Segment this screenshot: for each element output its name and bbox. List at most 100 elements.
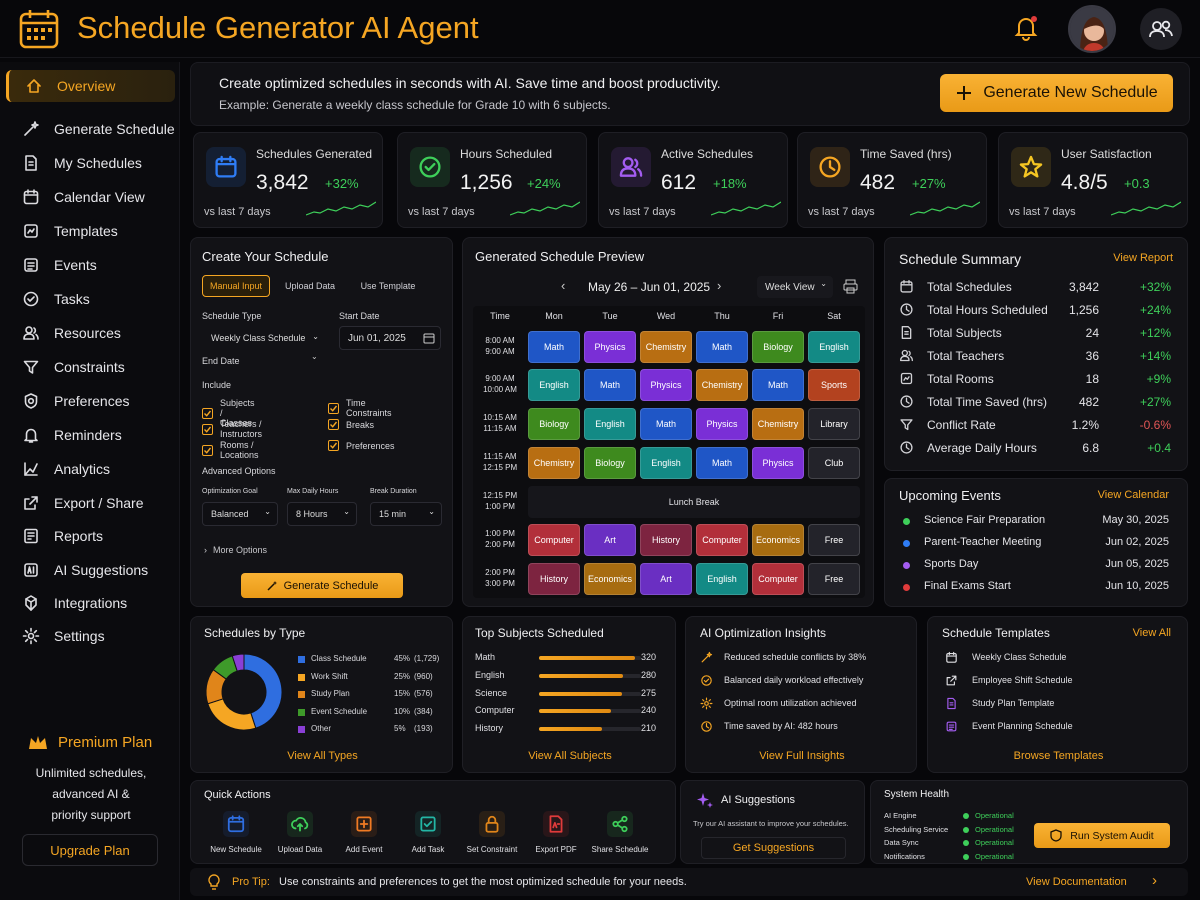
event-name[interactable]: Parent-Teacher Meeting xyxy=(924,536,1042,548)
schedule-cell[interactable]: Physics xyxy=(752,447,804,479)
view-full-insights-link[interactable]: View Full Insights xyxy=(759,750,845,762)
schedule-cell[interactable]: English xyxy=(584,408,636,440)
week-view-select[interactable]: Week View ⌄ xyxy=(757,276,833,298)
schedule-cell[interactable]: Chemistry xyxy=(640,331,692,363)
schedule-type-select[interactable]: Weekly Class Schedule ⌄ xyxy=(202,326,324,350)
sidebar-item-events[interactable]: Events xyxy=(6,249,175,281)
tab-manual-input[interactable]: Manual Input xyxy=(202,275,270,297)
run-system-audit-button[interactable]: Run System Audit xyxy=(1034,823,1170,848)
include-checkbox[interactable]: Preferences xyxy=(328,440,395,451)
schedule-cell[interactable]: History xyxy=(640,524,692,556)
template-item[interactable]: Employee Shift Schedule xyxy=(972,675,1073,685)
schedule-cell[interactable]: Physics xyxy=(640,369,692,401)
upgrade-plan-button[interactable]: Upgrade Plan xyxy=(22,834,158,866)
schedule-cell[interactable]: Chemistry xyxy=(528,447,580,479)
sidebar-item-reports[interactable]: Reports xyxy=(6,520,175,552)
schedule-cell[interactable]: Club xyxy=(808,447,860,479)
sidebar-item-ai-suggestions[interactable]: AI Suggestions xyxy=(6,554,175,586)
view-all-types-link[interactable]: View All Types xyxy=(287,750,358,762)
schedule-cell[interactable]: Math xyxy=(584,369,636,401)
schedule-cell[interactable]: Math xyxy=(528,331,580,363)
next-week-chevron-icon[interactable]: › xyxy=(717,278,722,293)
sidebar-item-settings[interactable]: Settings xyxy=(6,620,175,652)
template-item[interactable]: Event Planning Schedule xyxy=(972,721,1073,731)
include-checkbox[interactable]: Subjects / Classes xyxy=(202,398,255,428)
schedule-cell[interactable]: Computer xyxy=(696,524,748,556)
tab-upload-data[interactable]: Upload Data xyxy=(284,281,336,291)
generate-schedule-button[interactable]: Generate Schedule xyxy=(241,573,403,598)
quick-action-add-event[interactable]: Add Event xyxy=(331,811,397,854)
sidebar-item-export-share[interactable]: Export / Share xyxy=(6,487,175,519)
sidebar-item-generate-schedule[interactable]: Generate Schedule xyxy=(6,113,175,145)
schedule-cell[interactable]: Library xyxy=(808,408,860,440)
schedule-cell[interactable]: English xyxy=(696,563,748,595)
sidebar-item-calendar-view[interactable]: Calendar View xyxy=(6,181,175,213)
schedule-cell[interactable]: Art xyxy=(640,563,692,595)
schedule-cell[interactable]: Math xyxy=(696,447,748,479)
sidebar-item-templates[interactable]: Templates xyxy=(6,215,175,247)
notification-bell-icon[interactable] xyxy=(1012,14,1040,42)
include-checkbox[interactable]: Breaks xyxy=(328,419,374,430)
sidebar-item-analytics[interactable]: Analytics xyxy=(6,453,175,485)
include-checkbox[interactable]: Time Constraints xyxy=(328,398,392,418)
template-item[interactable]: Study Plan Template xyxy=(972,698,1055,708)
schedule-cell[interactable]: Free xyxy=(808,524,860,556)
sidebar-item-resources[interactable]: Resources xyxy=(6,317,175,349)
schedule-cell[interactable]: Sports xyxy=(808,369,860,401)
schedule-cell[interactable]: History xyxy=(528,563,580,595)
quick-action-export-pdf[interactable]: Export PDF xyxy=(523,811,589,854)
sidebar-item-my-schedules[interactable]: My Schedules xyxy=(6,147,175,179)
tab-use-template[interactable]: Use Template xyxy=(360,281,416,291)
sidebar-item-integrations[interactable]: Integrations xyxy=(6,587,175,619)
sidebar-item-reminders[interactable]: Reminders xyxy=(6,419,175,451)
view-report-link[interactable]: View Report xyxy=(1113,252,1173,264)
schedule-cell[interactable]: English xyxy=(528,369,580,401)
schedule-cell[interactable]: Math xyxy=(640,408,692,440)
include-checkbox[interactable]: Rooms / Locations xyxy=(202,440,259,460)
event-name[interactable]: Science Fair Preparation xyxy=(924,514,1046,526)
sidebar-item-constraints[interactable]: Constraints xyxy=(6,351,175,383)
sidebar-item-preferences[interactable]: Preferences xyxy=(6,385,175,417)
schedule-cell[interactable]: English xyxy=(640,447,692,479)
more-options-toggle[interactable]: › More Options xyxy=(204,545,267,555)
quick-action-new-schedule[interactable]: New Schedule xyxy=(203,811,269,854)
view-calendar-link[interactable]: View Calendar xyxy=(1097,489,1169,501)
prev-week-chevron-icon[interactable]: ‹ xyxy=(561,278,566,293)
browse-templates-link[interactable]: Browse Templates xyxy=(1013,750,1104,762)
schedule-cell[interactable]: Free xyxy=(808,563,860,595)
team-button[interactable] xyxy=(1140,8,1182,50)
event-name[interactable]: Final Exams Start xyxy=(924,580,1011,592)
schedule-cell[interactable]: Biology xyxy=(584,447,636,479)
view-all-templates-link[interactable]: View All xyxy=(1132,627,1171,639)
user-avatar[interactable] xyxy=(1068,5,1116,53)
event-name[interactable]: Sports Day xyxy=(924,558,979,570)
schedule-cell[interactable]: English xyxy=(808,331,860,363)
schedule-cell[interactable]: Chemistry xyxy=(696,369,748,401)
view-documentation-link[interactable]: View Documentation xyxy=(1026,876,1127,888)
start-date-input[interactable]: Jun 01, 2025 xyxy=(339,326,441,350)
schedule-cell[interactable]: Computer xyxy=(752,563,804,595)
get-suggestions-button[interactable]: Get Suggestions xyxy=(701,837,846,859)
schedule-cell[interactable]: Chemistry xyxy=(752,408,804,440)
schedule-cell[interactable]: Economics xyxy=(752,524,804,556)
schedule-cell[interactable]: Math xyxy=(696,331,748,363)
view-all-subjects-link[interactable]: View All Subjects xyxy=(528,750,612,762)
generate-new-schedule-button[interactable]: Generate New Schedule xyxy=(940,74,1173,112)
include-checkbox[interactable]: Teachers / Instructors xyxy=(202,419,262,439)
schedule-cell[interactable]: Biology xyxy=(528,408,580,440)
schedule-cell[interactable]: Economics xyxy=(584,563,636,595)
template-item[interactable]: Weekly Class Schedule xyxy=(972,652,1067,662)
chevron-right-icon[interactable]: › xyxy=(1152,872,1157,889)
schedule-cell[interactable]: Art xyxy=(584,524,636,556)
schedule-cell[interactable]: Computer xyxy=(528,524,580,556)
schedule-cell[interactable]: Math xyxy=(752,369,804,401)
schedule-cell[interactable]: Biology xyxy=(752,331,804,363)
optimization-goal-select[interactable]: Balanced ⌄ xyxy=(202,502,278,526)
sidebar-item-overview[interactable]: Overview xyxy=(6,70,175,102)
quick-action-upload-data[interactable]: Upload Data xyxy=(267,811,333,854)
quick-action-add-task[interactable]: Add Task xyxy=(395,811,461,854)
schedule-cell[interactable]: Physics xyxy=(584,331,636,363)
end-date-chevron-icon[interactable]: ⌄ xyxy=(311,352,318,361)
max-daily-hours-select[interactable]: 8 Hours ⌄ xyxy=(287,502,357,526)
schedule-cell[interactable]: Physics xyxy=(696,408,748,440)
